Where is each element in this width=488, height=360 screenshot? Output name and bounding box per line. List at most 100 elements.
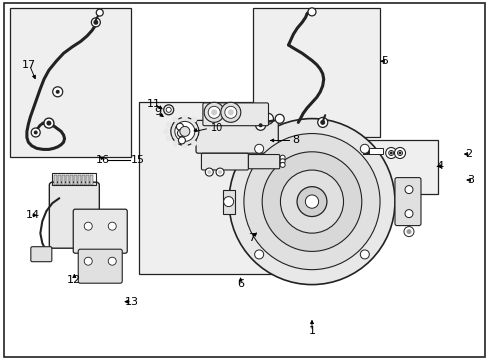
Circle shape xyxy=(360,250,368,259)
Bar xyxy=(10,8,131,157)
Circle shape xyxy=(165,135,171,141)
Text: 1: 1 xyxy=(308,326,315,336)
Circle shape xyxy=(44,118,54,128)
Bar xyxy=(90,175,93,185)
Bar xyxy=(253,8,380,137)
Circle shape xyxy=(84,257,92,265)
Circle shape xyxy=(182,142,187,148)
Circle shape xyxy=(207,170,211,174)
Bar xyxy=(356,140,437,194)
Circle shape xyxy=(191,117,197,122)
Circle shape xyxy=(280,155,285,160)
Circle shape xyxy=(385,148,396,158)
Bar xyxy=(74,175,77,185)
Circle shape xyxy=(172,117,178,122)
Circle shape xyxy=(394,148,405,158)
Circle shape xyxy=(93,20,98,25)
Bar xyxy=(86,175,89,185)
Bar xyxy=(54,175,57,185)
FancyBboxPatch shape xyxy=(196,120,278,153)
Circle shape xyxy=(218,170,222,174)
Circle shape xyxy=(53,87,62,97)
Circle shape xyxy=(172,140,178,146)
Bar xyxy=(139,102,342,274)
Circle shape xyxy=(398,152,401,154)
Circle shape xyxy=(244,134,379,270)
Circle shape xyxy=(204,102,224,122)
Circle shape xyxy=(280,170,343,233)
Circle shape xyxy=(91,18,100,27)
Circle shape xyxy=(406,229,410,234)
Circle shape xyxy=(317,117,327,127)
Circle shape xyxy=(307,8,315,16)
Circle shape xyxy=(198,135,203,141)
Text: 9: 9 xyxy=(154,107,161,117)
Circle shape xyxy=(108,222,116,230)
Circle shape xyxy=(170,117,199,145)
Circle shape xyxy=(163,129,169,134)
FancyBboxPatch shape xyxy=(49,182,99,248)
Text: 6: 6 xyxy=(237,279,244,289)
Circle shape xyxy=(221,102,240,122)
FancyBboxPatch shape xyxy=(394,177,420,226)
Circle shape xyxy=(280,159,285,164)
Circle shape xyxy=(255,120,265,130)
Circle shape xyxy=(211,109,217,115)
Text: 17: 17 xyxy=(22,60,36,70)
Text: 14: 14 xyxy=(26,210,40,220)
Text: 10: 10 xyxy=(211,123,223,133)
Bar xyxy=(58,175,61,185)
Bar xyxy=(362,148,382,154)
Text: 8: 8 xyxy=(292,135,299,145)
Circle shape xyxy=(403,226,413,237)
Circle shape xyxy=(258,123,262,127)
Circle shape xyxy=(305,195,318,208)
Bar xyxy=(362,148,368,154)
Circle shape xyxy=(205,168,213,176)
Circle shape xyxy=(84,222,92,230)
Circle shape xyxy=(397,150,402,156)
Bar xyxy=(62,175,65,185)
Circle shape xyxy=(178,137,185,144)
Circle shape xyxy=(389,152,392,154)
Text: 4: 4 xyxy=(436,161,443,171)
Circle shape xyxy=(191,140,197,146)
Bar xyxy=(78,175,81,185)
Circle shape xyxy=(228,118,394,285)
Bar xyxy=(70,175,73,185)
Circle shape xyxy=(163,105,173,115)
Circle shape xyxy=(46,121,51,126)
Circle shape xyxy=(208,106,220,118)
Text: 15: 15 xyxy=(131,155,145,165)
FancyBboxPatch shape xyxy=(78,249,122,283)
Circle shape xyxy=(108,257,116,265)
Circle shape xyxy=(262,152,361,251)
Circle shape xyxy=(404,186,412,194)
FancyBboxPatch shape xyxy=(248,154,279,169)
Text: 3: 3 xyxy=(466,175,473,185)
Circle shape xyxy=(34,130,38,135)
Circle shape xyxy=(360,144,368,153)
Circle shape xyxy=(320,120,325,125)
Circle shape xyxy=(216,168,224,176)
Circle shape xyxy=(200,129,206,134)
Bar xyxy=(66,175,69,185)
Circle shape xyxy=(96,9,103,16)
Text: 5: 5 xyxy=(380,56,387,66)
Text: 13: 13 xyxy=(125,297,139,307)
Circle shape xyxy=(275,114,284,123)
Circle shape xyxy=(56,90,60,94)
Text: 11: 11 xyxy=(147,99,161,109)
Circle shape xyxy=(165,122,171,127)
Bar xyxy=(82,175,85,185)
FancyBboxPatch shape xyxy=(73,209,127,253)
Circle shape xyxy=(177,130,184,137)
Text: 7: 7 xyxy=(248,233,255,243)
Circle shape xyxy=(182,115,187,121)
Circle shape xyxy=(176,123,183,130)
FancyBboxPatch shape xyxy=(31,247,52,262)
Bar xyxy=(222,190,234,213)
Circle shape xyxy=(180,126,189,136)
Circle shape xyxy=(388,150,393,156)
Text: 12: 12 xyxy=(67,275,81,285)
